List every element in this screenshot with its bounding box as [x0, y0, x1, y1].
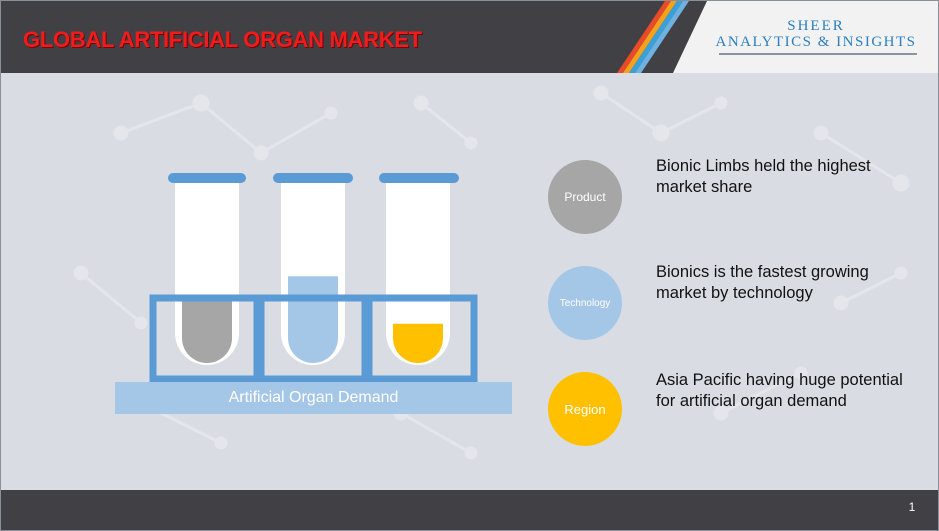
yellow-test-tube	[379, 173, 459, 365]
region-description: Asia Pacific having huge potential for a…	[656, 371, 903, 410]
rack-base-label: Artificial Organ Demand	[115, 382, 512, 414]
page-number: 1	[908, 500, 916, 514]
gray-test-tube	[168, 173, 246, 365]
logo-stripes-icon	[617, 1, 689, 73]
blue-tube-liquid	[288, 276, 338, 363]
test-tube-rack-illustration	[149, 173, 478, 383]
technology-description: Bionics is the fastest growing market by…	[656, 263, 869, 302]
logo-panel-background	[673, 1, 938, 73]
page-title: GLOBAL ARTIFICIAL ORGAN MARKET	[23, 27, 422, 52]
region-circle: Region	[548, 372, 622, 446]
product-circle: Product	[548, 160, 622, 234]
rack-front-frame	[149, 294, 478, 383]
molecule-background-decoration	[73, 85, 910, 460]
logo-text-top: SHEER	[787, 18, 845, 34]
blue-test-tube	[273, 173, 353, 365]
logo-text-bottom: ANALYTICS & INSIGHTS	[715, 34, 917, 50]
gray-tube-liquid	[182, 300, 232, 363]
product-description: Bionic Limbs held the highest market sha…	[656, 157, 871, 196]
logo-underline	[719, 53, 917, 55]
yellow-tube-liquid	[393, 323, 443, 363]
footer-bar	[1, 490, 938, 530]
technology-circle: Technology	[548, 266, 622, 340]
